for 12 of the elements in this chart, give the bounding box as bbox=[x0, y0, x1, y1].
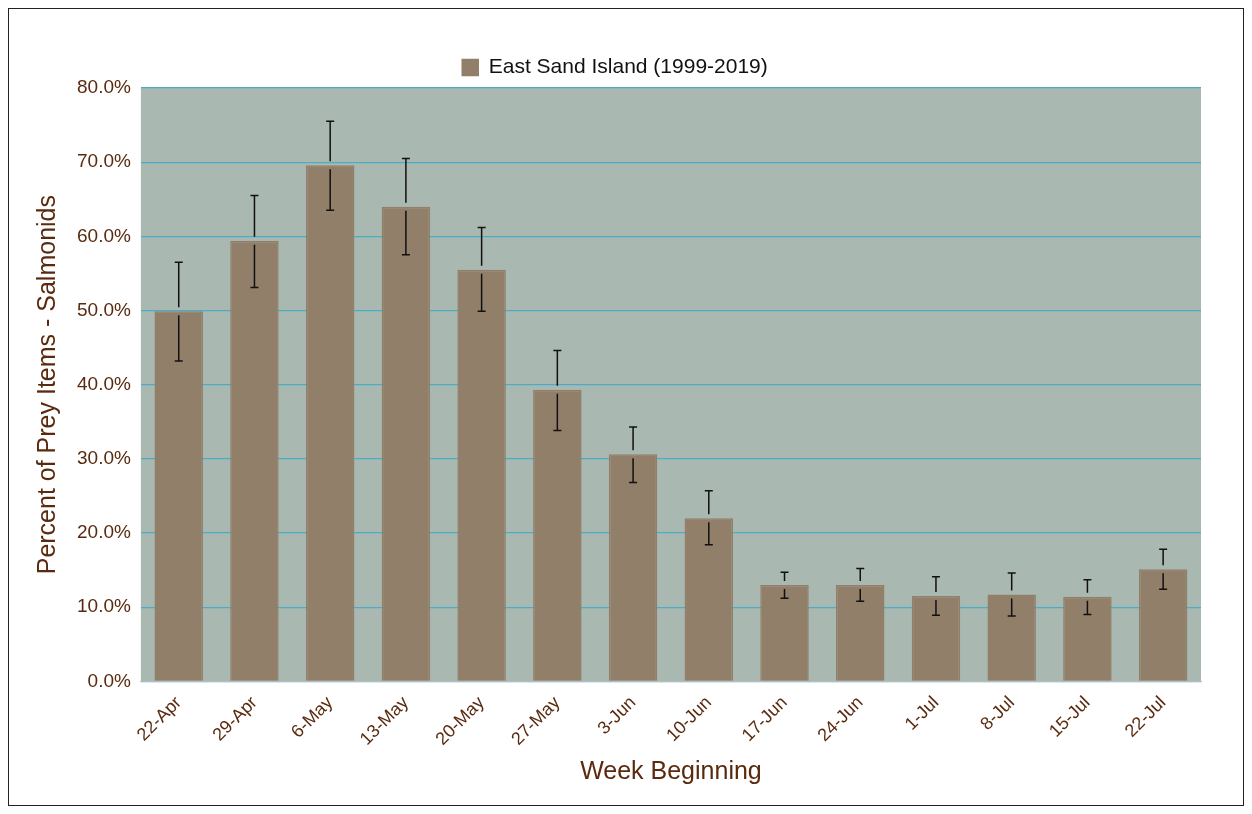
y-tick-label: 70.0% bbox=[77, 150, 131, 172]
y-tick-label: 40.0% bbox=[77, 372, 131, 394]
x-axis-title: Week Beginning bbox=[580, 755, 762, 784]
y-tick-label: 50.0% bbox=[77, 298, 131, 320]
y-tick-label: 80.0% bbox=[77, 76, 131, 98]
y-tick-label: 0.0% bbox=[87, 669, 131, 691]
y-tick-label: 10.0% bbox=[77, 595, 131, 617]
y-axis-title: Percent of Prey Items - Salmonids bbox=[31, 194, 60, 575]
y-tick-label: 60.0% bbox=[77, 224, 131, 246]
y-tick-label: 30.0% bbox=[77, 447, 131, 469]
legend-label: East Sand Island (1999-2019) bbox=[488, 54, 768, 78]
y-tick-label: 20.0% bbox=[77, 521, 131, 543]
